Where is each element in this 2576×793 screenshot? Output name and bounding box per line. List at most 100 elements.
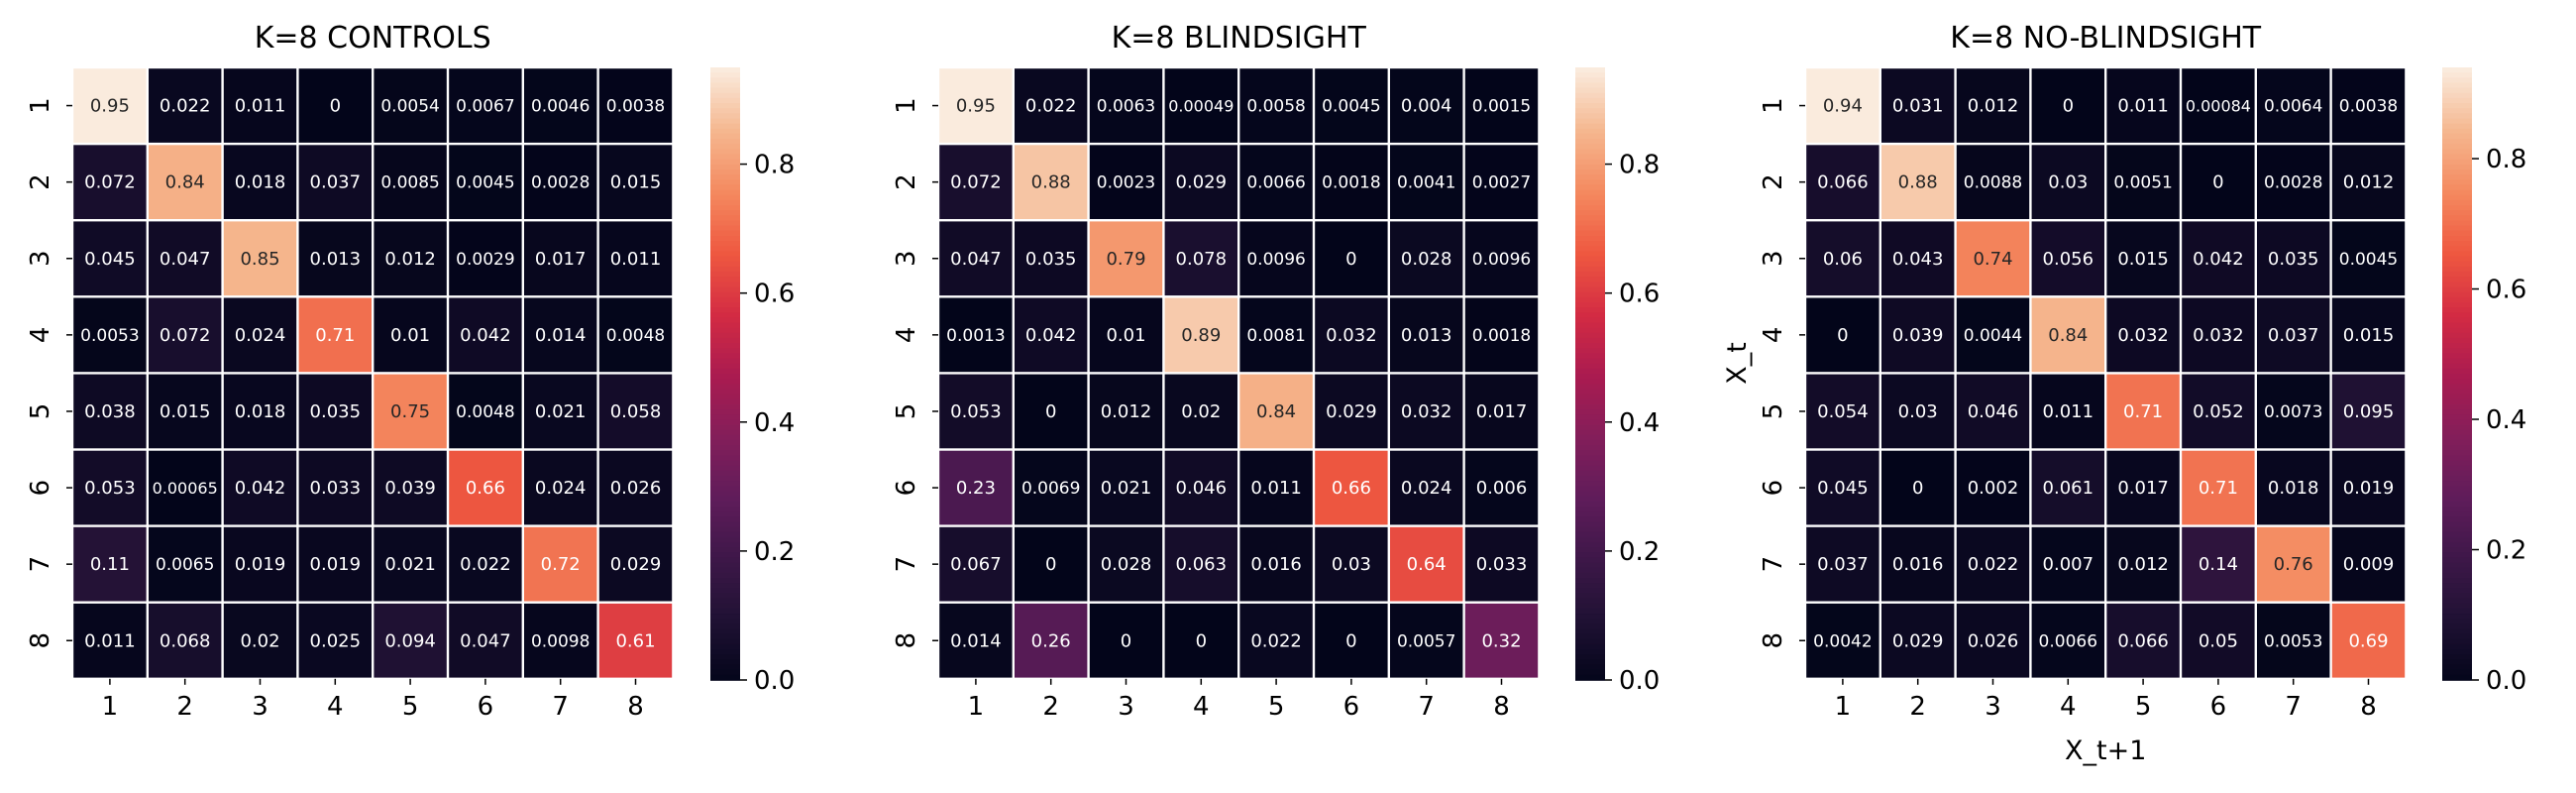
colorbar-segment [710,470,740,477]
colorbar-segment [1575,567,1605,574]
heatmap-cell-r3-c4 [2031,221,2104,296]
colorbar-segment [2442,536,2472,543]
cell-value-label: 0.014 [950,630,1002,651]
colorbar-segment [1575,123,1605,130]
y-axis-label: X_t [1722,342,1753,385]
colorbar-tick-label: 0.8 [1619,151,1660,180]
colorbar-segment [710,67,740,73]
heatmap-cell-r6-c1 [73,450,147,525]
colorbar-segment [1575,419,1605,426]
y-tick-label: 3 [892,250,921,267]
colorbar-segment [2442,317,2472,324]
cell-value-label: 0.011 [2117,96,2169,117]
colorbar-segment [710,649,740,656]
colorbar-segment [710,638,740,645]
colorbar-segment [1575,363,1605,370]
colorbar-segment [1575,77,1605,84]
heatmap-cell-r1-c5 [1239,68,1313,143]
colorbar-segment [2442,199,2472,206]
colorbar-segment [1575,261,1605,268]
heatmap-cell-r5-c8 [598,374,673,449]
colorbar-segment [2442,149,2472,156]
heatmap-cell-r7-c2 [1015,526,1088,602]
colorbar-tick-label: 0.6 [2486,276,2526,305]
heatmap-cell-r6-c6 [2182,450,2255,525]
colorbar-segment [2442,572,2472,579]
x-tick-label: 1 [102,692,119,722]
cell-value-label: 0.0041 [1397,173,1455,193]
cell-value-label: 0.015 [160,401,211,422]
colorbar-segment [710,123,740,130]
heatmap-cell-r5-c5 [1239,374,1313,449]
colorbar-segment [1575,598,1605,605]
cell-value-label: 0.042 [1025,325,1077,346]
cell-value-label: 0.94 [1823,96,1863,117]
colorbar-segment [1575,649,1605,656]
colorbar-segment [2442,194,2472,201]
colorbar-segment [2442,144,2472,151]
heatmap-cell-r5-c4 [2031,374,2104,449]
heatmap-cell-r2-c3 [1956,145,2030,219]
cell-value-label: 0.00065 [153,479,218,498]
colorbar-segment [710,389,740,396]
cell-value-label: 0.052 [2193,401,2244,422]
heatmap-cell-r7-c8 [598,526,673,602]
colorbar-segment [2442,445,2472,452]
colorbar-segment [2442,307,2472,313]
colorbar-segment [1575,108,1605,115]
cell-value-label: 0.0053 [80,326,139,346]
heatmap-cell-r3-c8 [598,221,673,296]
colorbar-segment [710,332,740,339]
colorbar-segment [1575,603,1605,610]
colorbar-segment [1575,654,1605,661]
colorbar-segment [710,327,740,334]
colorbar-segment [2442,128,2472,135]
colorbar-segment [1575,159,1605,166]
colorbar-segment [710,578,740,584]
heatmap-cell-r5-c6 [1315,374,1388,449]
cell-value-label: 0.025 [310,630,362,651]
colorbar-segment [710,286,740,293]
cell-value-label: 0.004 [1401,96,1452,117]
heatmap-cell-r1-c3 [1956,68,2030,143]
colorbar-segment [2442,496,2472,503]
cell-value-label: 0.039 [384,478,436,499]
colorbar-segment [710,277,740,283]
cell-value-label: 0.022 [160,96,211,117]
heatmap-cell-r8-c3 [223,603,297,678]
colorbar-segment [2442,389,2472,396]
colorbar-segment [710,557,740,564]
colorbar-segment [2442,235,2472,242]
colorbar-segment [710,439,740,446]
colorbar-segment [2442,578,2472,584]
colorbar-tick-label: 0.4 [2486,405,2526,435]
cell-value-label: 0.0066 [1246,173,1305,193]
cell-value-label: 0.063 [1176,554,1228,575]
heatmap-cell-r8-c8 [2331,603,2406,678]
heatmap-cell-r1-c3 [223,68,297,143]
heatmap-cell-r5-c2 [1881,374,1955,449]
colorbar-segment [2442,67,2472,73]
colorbar-segment [710,82,740,89]
cell-value-label: 0.0027 [1472,173,1531,193]
cell-value-label: 0.038 [84,401,136,422]
colorbar-segment [2442,174,2472,181]
cell-value-label: 0.061 [2043,478,2094,499]
heatmap-cell-r1-c5 [2106,68,2180,143]
x-tick-label: 3 [1118,692,1134,722]
colorbar-segment [710,567,740,574]
heatmap-cell-r2-c2 [1881,145,1955,219]
colorbar-segment [710,450,740,457]
colorbar-segment [710,424,740,431]
chart-title: K=8 NO-BLINDSIGHT [1950,21,2261,56]
heatmap-cell-r7-c4 [298,526,372,602]
cell-value-label: 0.018 [235,172,286,193]
cell-value-label: 0.0064 [2264,97,2322,117]
heatmap-cell-r4-c8 [1464,297,1539,373]
colorbar-segment [710,368,740,375]
heatmap-cell-r8-c5 [374,603,447,678]
heatmap-cell-r3-c3 [1956,221,2030,296]
heatmap-cell-r7-c6 [1315,526,1388,602]
